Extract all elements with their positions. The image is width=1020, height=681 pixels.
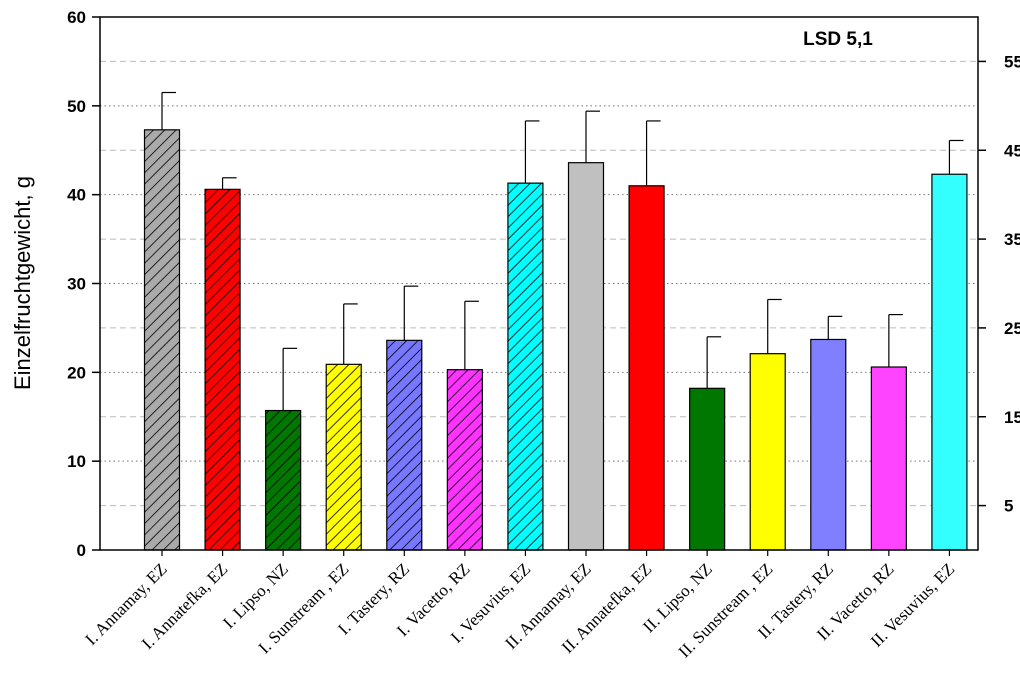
error-bar-10	[706, 336, 722, 389]
y-axis-title: Einzelfruchtgewicht, g	[10, 176, 35, 390]
y2-tick-label: 15	[1004, 408, 1020, 427]
bar-2	[204, 188, 241, 551]
bar-5	[386, 339, 423, 551]
bar-3	[265, 409, 302, 551]
error-bar-6	[464, 300, 479, 370]
y-tick-label: 20	[67, 363, 86, 382]
bar-13	[870, 366, 907, 551]
y2-tick-label: 55	[1004, 52, 1020, 71]
error-bar-5	[403, 285, 419, 341]
y-tick-label: 40	[67, 186, 86, 205]
error-bar-14	[948, 139, 964, 175]
error-bar-3	[282, 347, 298, 411]
y2-tick-label: 35	[1004, 230, 1020, 249]
error-bar-7	[524, 120, 540, 184]
y-tick-label: 10	[67, 452, 86, 471]
error-bars	[161, 91, 964, 411]
bar-6	[446, 369, 483, 551]
error-bar-4	[343, 303, 358, 365]
y-tick-label: 30	[67, 275, 86, 294]
bar-1	[143, 129, 181, 551]
bar-12	[810, 338, 847, 551]
bars	[143, 129, 968, 551]
error-bar-2	[221, 177, 237, 190]
error-bar-13	[888, 313, 903, 368]
bar-7	[507, 182, 544, 551]
bar-9	[628, 185, 665, 551]
bar-10	[689, 387, 726, 551]
error-bar-1	[161, 91, 176, 130]
y2-tick-label: 45	[1004, 141, 1020, 160]
lsd-annotation: LSD 5,1	[803, 29, 873, 50]
y-tick-label: 60	[67, 8, 86, 27]
y2-tick-label: 5	[1004, 497, 1013, 516]
error-bar-8	[585, 110, 600, 163]
y-tick-label: 0	[77, 541, 86, 560]
bar-4	[325, 363, 362, 551]
y-tick-label: 50	[67, 97, 86, 116]
error-bar-12	[827, 315, 843, 340]
y2-tick-label: 25	[1004, 319, 1020, 338]
bar-11	[749, 353, 786, 551]
bar-14	[931, 173, 968, 551]
error-bar-11	[767, 298, 782, 354]
bar-8	[567, 162, 605, 551]
error-bar-9	[645, 120, 661, 186]
